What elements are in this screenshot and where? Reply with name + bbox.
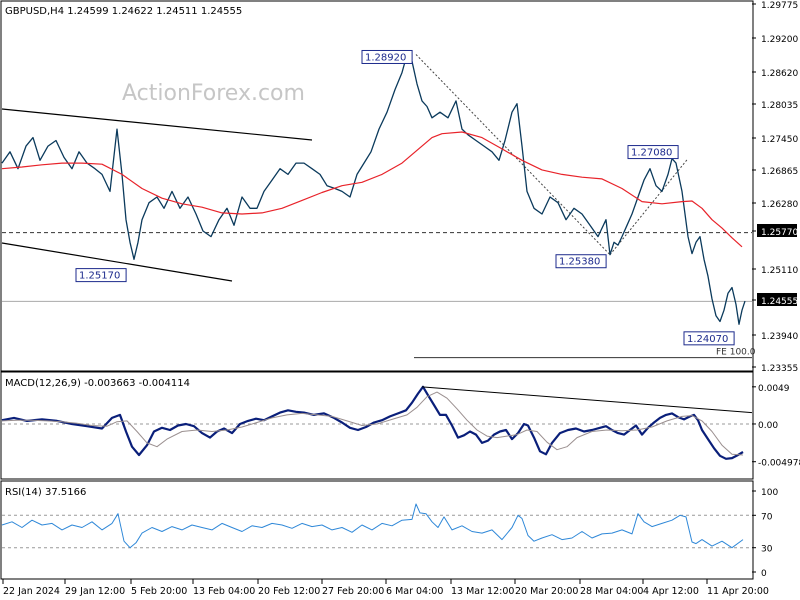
rsi-line — [1, 503, 744, 549]
label-low-2: 1.25380 — [559, 257, 600, 268]
rsi-tick-label: 30 — [761, 545, 773, 555]
price-tick-label: 1.23940 — [761, 332, 798, 342]
price-tick-label: 1.26865 — [761, 167, 798, 177]
x-tick-label: 13 Feb 04:00 — [193, 586, 255, 597]
price-tick-highlight — [757, 224, 797, 237]
rsi-title: RSI(14) 37.5166 — [5, 487, 86, 498]
label-low-1: 1.25170 — [79, 271, 120, 282]
rsi-tick-label: 100 — [761, 488, 778, 498]
label-fe100: FE 100.0 — [716, 348, 756, 358]
price-tick-label: 1.25110 — [761, 266, 798, 276]
x-tick-label: 20 Feb 12:00 — [258, 586, 320, 597]
macd-series-layer — [1, 385, 753, 460]
rsi-series-layer — [1, 503, 744, 549]
x-tick-label: 6 Mar 04:00 — [386, 586, 443, 597]
x-tick-label: 13 Mar 12:00 — [451, 586, 514, 597]
label-low-2-box — [555, 254, 607, 269]
price-tick-label: 1.23355 — [761, 364, 798, 374]
rsi-level-lines — [2, 514, 752, 549]
price-title: GBPUSD,H4 1.24599 1.24622 1.24511 1.2455… — [5, 6, 242, 17]
fibo-line-1 — [415, 54, 611, 256]
price-tick-label: 1.24555 — [761, 297, 798, 307]
price-tick-label: 1.28035 — [761, 101, 798, 111]
macd-line — [1, 385, 744, 460]
rsi-y-axis: 100 70 30 0 — [752, 488, 778, 579]
macd-title: MACD(12,26,9) -0.003663 -0.004114 — [5, 378, 190, 389]
x-tick-label: 11 Apr 20:00 — [707, 586, 769, 597]
x-tick-label: 27 Feb 20:00 — [322, 586, 384, 597]
macd-tick-label: 0.00 — [758, 421, 778, 431]
moving-average-line — [1, 131, 743, 248]
price-tick-label: 1.26280 — [761, 200, 798, 210]
label-low-3: 1.24070 — [687, 334, 728, 345]
watermark-text: ActionForex.com — [122, 81, 305, 106]
x-tick-label: 22 Jan 2024 — [3, 586, 60, 597]
label-peak: 1.28920 — [365, 52, 406, 63]
upper-channel-line — [1, 108, 313, 141]
price-tick-label: 1.28620 — [761, 69, 798, 79]
macd-tick-label: 0.0049 — [758, 384, 790, 394]
x-tick-label: 28 Mar 04:00 — [580, 586, 643, 597]
x-axis: 22 Jan 2024 29 Jan 12:00 5 Feb 20:00 13 Feb… — [2, 579, 769, 597]
price-tick-label: 1.27450 — [761, 135, 798, 145]
macd-tick-label: -0.004978 — [758, 459, 800, 469]
price-horizontal-lines — [2, 232, 752, 359]
macd-y-axis: 0.0049 0.00 -0.004978 — [752, 384, 800, 469]
price-series-layer — [1, 53, 746, 325]
x-tick-label: 4 Apr 12:00 — [643, 586, 699, 597]
macd-signal-line — [1, 391, 744, 456]
price-line — [1, 53, 746, 325]
label-low-1-box — [75, 268, 127, 283]
fibo-line-2 — [609, 158, 689, 256]
price-tick-label: 1.25770 — [761, 228, 798, 238]
price-y-axis: 1.29775 1.29200 1.28620 1.28035 1.27450 1.268… — [752, 1, 798, 374]
label-low-3-box — [683, 331, 735, 346]
macd-trendline — [421, 386, 753, 414]
rsi-panel-frame — [0, 480, 754, 580]
label-high-2: 1.27080 — [631, 148, 672, 159]
price-marker-labels: 1.28920 1.25170 1.25380 1.27080 1.24070 FE 10… — [75, 49, 756, 358]
rsi-tick-label: 70 — [761, 512, 773, 522]
lower-channel-line — [1, 242, 233, 282]
fibo-dotted-lines — [415, 54, 689, 256]
x-tick-label: 20 Mar 20:00 — [515, 586, 578, 597]
price-tick-highlight — [757, 293, 797, 306]
macd-panel-frame — [0, 371, 754, 480]
price-tick-label: 1.29200 — [761, 35, 798, 45]
label-peak-box — [361, 49, 413, 64]
price-tick-label: 1.29775 — [761, 1, 798, 11]
rsi-tick-label: 0 — [761, 569, 767, 579]
x-tick-label: 5 Feb 20:00 — [131, 586, 187, 597]
label-high-2-box — [627, 145, 679, 160]
x-tick-label: 29 Jan 12:00 — [65, 586, 125, 597]
